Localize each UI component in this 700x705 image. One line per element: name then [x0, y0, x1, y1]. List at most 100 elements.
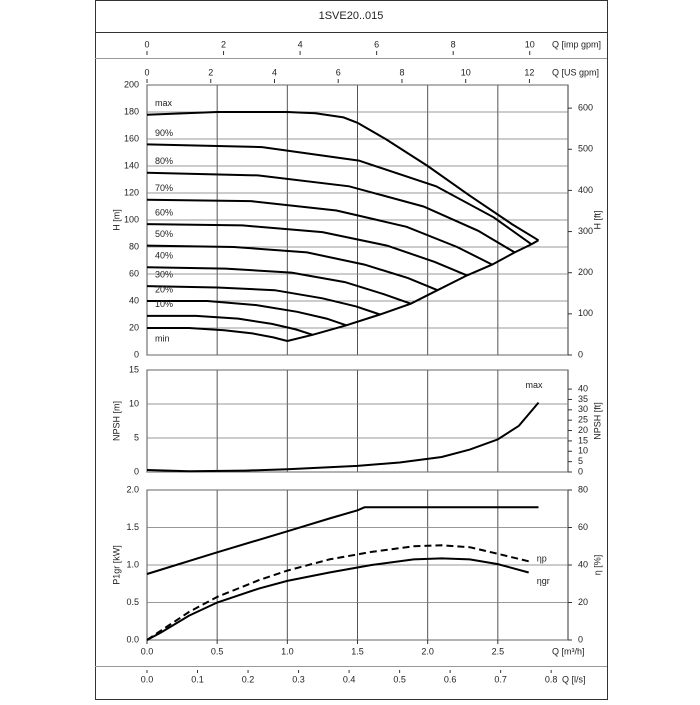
y2-tick-label: 10 [578, 446, 588, 456]
top-axis-title: Q [imp gpm] [552, 39, 601, 49]
top-tick-label: 2 [221, 39, 226, 49]
top-tick-label: 10 [525, 39, 535, 49]
y2-tick-label: 20 [578, 425, 588, 435]
top-axis-title: Q [US gpm] [552, 67, 599, 77]
y-axis-title: NPSH [m] [111, 401, 121, 441]
y-tick-label: 40 [129, 295, 139, 305]
y-tick-label: 0 [134, 349, 139, 359]
y-tick-label: 180 [124, 106, 139, 116]
y-tick-label: 2.0 [126, 484, 139, 494]
curve [147, 314, 313, 336]
y-tick-label: 0.0 [126, 634, 139, 644]
curve [147, 327, 288, 342]
curve-label: 20% [155, 284, 173, 294]
x2-tick-label: 0.3 [292, 674, 305, 684]
top-tick-label: 0 [144, 39, 149, 49]
top-tick-label: 4 [298, 39, 303, 49]
x-tick-label: 1.5 [351, 646, 364, 656]
x2-tick-label: 0.1 [191, 674, 204, 684]
curve [287, 239, 539, 342]
y2-tick-label: 20 [578, 597, 588, 607]
curve [146, 544, 529, 641]
y2-tick-label: 25 [578, 415, 588, 425]
x-tick-label: 0.5 [211, 646, 224, 656]
curve-label: min [155, 333, 170, 343]
curve-label: 50% [155, 229, 173, 239]
y2-tick-label: 0 [578, 466, 583, 476]
curve [146, 111, 540, 242]
y-tick-label: 160 [124, 133, 139, 143]
frame [95, 0, 608, 700]
y2-tick-label: 500 [578, 144, 593, 154]
y2-tick-label: 80 [578, 484, 588, 494]
x-tick-label: 2.5 [492, 646, 505, 656]
curve [146, 198, 493, 266]
curve-label: ηp [537, 554, 547, 564]
x-tick-label: 1.0 [281, 646, 294, 656]
y-tick-label: 200 [124, 79, 139, 89]
y2-tick-label: 60 [578, 522, 588, 532]
x2-tick-label: 0.2 [242, 674, 255, 684]
y-tick-label: 100 [124, 214, 139, 224]
y-tick-label: 60 [129, 268, 139, 278]
y-tick-label: 20 [129, 322, 139, 332]
curve-label: 70% [155, 183, 173, 193]
y-tick-label: 140 [124, 160, 139, 170]
top-tick-label: 6 [374, 39, 379, 49]
curve-label: 30% [155, 270, 173, 280]
curve-label: 80% [155, 156, 173, 166]
y2-tick-label: 200 [578, 267, 593, 277]
y-axis-title: P1gr [kW] [111, 545, 121, 585]
y2-tick-label: 40 [578, 383, 588, 393]
y2-tick-label: 15 [578, 435, 588, 445]
top-tick-label: 2 [208, 67, 213, 77]
y-tick-label: 80 [129, 241, 139, 251]
y2-tick-label: 40 [578, 559, 588, 569]
y2-tick-label: 0 [578, 634, 583, 644]
y-tick-label: 5 [134, 432, 139, 442]
y2-tick-label: 30 [578, 404, 588, 414]
curve [146, 244, 438, 292]
y2-axis-title: η [%] [592, 555, 602, 576]
y2-tick-label: 300 [578, 226, 593, 236]
y-axis-title: H [m] [111, 209, 121, 231]
y-tick-label: 10 [129, 398, 139, 408]
chart-title: 1SVE20..015 [319, 10, 384, 22]
y-tick-label: 15 [129, 364, 139, 374]
top-tick-label: 6 [336, 67, 341, 77]
x-tick-label: 0.0 [141, 646, 154, 656]
y2-tick-label: 5 [578, 456, 583, 466]
curve-label: max [155, 98, 173, 108]
curve [146, 285, 381, 316]
x-tick-label: 2.0 [421, 646, 434, 656]
curve-label: ηgr [537, 576, 550, 586]
y2-tick-label: 35 [578, 394, 588, 404]
top-tick-label: 10 [461, 67, 471, 77]
top-tick-label: 0 [144, 67, 149, 77]
curve [146, 506, 539, 575]
y-tick-label: 0.5 [126, 597, 139, 607]
curve [146, 223, 468, 277]
x2-tick-label: 0.5 [393, 674, 406, 684]
curve [147, 300, 347, 327]
x2-axis-title: Q [l/s] [562, 674, 586, 684]
y-tick-label: 120 [124, 187, 139, 197]
curve [146, 557, 529, 641]
x2-tick-label: 0.4 [343, 674, 356, 684]
x2-tick-label: 0.0 [141, 674, 154, 684]
curve-label: 40% [155, 251, 173, 261]
x2-tick-label: 0.7 [494, 674, 507, 684]
top-tick-label: 8 [451, 39, 456, 49]
curve [146, 171, 516, 254]
top-tick-label: 8 [399, 67, 404, 77]
curve-label: 10% [155, 299, 173, 309]
x2-tick-label: 0.6 [444, 674, 457, 684]
curve-label: 60% [155, 207, 173, 217]
top-tick-label: 12 [524, 67, 534, 77]
y2-axis-title: H [ft] [592, 210, 602, 229]
curve [146, 266, 412, 305]
y2-tick-label: 600 [578, 102, 593, 112]
y-tick-label: 1.5 [126, 522, 139, 532]
y2-tick-label: 100 [578, 308, 593, 318]
